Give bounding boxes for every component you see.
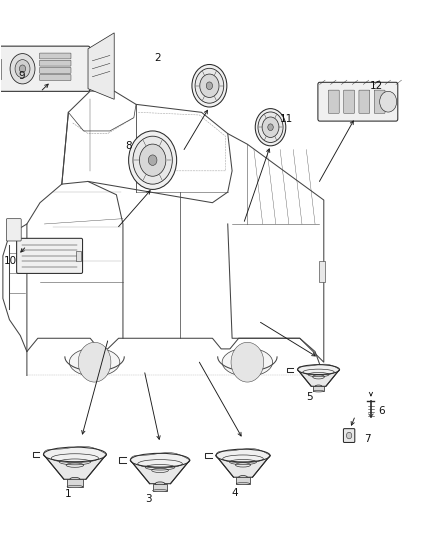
FancyBboxPatch shape: [343, 429, 355, 442]
Circle shape: [268, 124, 273, 131]
FancyBboxPatch shape: [17, 238, 82, 273]
Text: 10: 10: [4, 256, 17, 266]
Circle shape: [10, 54, 35, 84]
Circle shape: [195, 68, 224, 103]
Ellipse shape: [43, 447, 106, 462]
Circle shape: [129, 131, 177, 189]
Polygon shape: [297, 369, 339, 386]
Circle shape: [206, 82, 212, 90]
Circle shape: [380, 91, 397, 112]
Circle shape: [255, 109, 286, 146]
FancyBboxPatch shape: [318, 82, 398, 121]
Bar: [319, 261, 325, 282]
Polygon shape: [88, 33, 114, 99]
Text: 7: 7: [364, 434, 371, 445]
Text: 11: 11: [280, 114, 293, 124]
Bar: [236, 477, 250, 483]
FancyBboxPatch shape: [374, 90, 385, 114]
Bar: [67, 479, 83, 487]
Bar: [76, 251, 81, 261]
Circle shape: [346, 432, 352, 439]
Text: 2: 2: [155, 53, 161, 63]
Circle shape: [139, 144, 166, 176]
Ellipse shape: [297, 365, 339, 375]
Ellipse shape: [239, 475, 247, 479]
Polygon shape: [131, 460, 190, 484]
Circle shape: [78, 342, 111, 382]
Ellipse shape: [216, 449, 270, 462]
FancyBboxPatch shape: [7, 219, 21, 241]
FancyBboxPatch shape: [328, 90, 339, 114]
Circle shape: [200, 74, 219, 98]
Ellipse shape: [315, 385, 322, 387]
Text: 1: 1: [65, 489, 72, 499]
Ellipse shape: [155, 482, 165, 486]
Ellipse shape: [152, 489, 167, 492]
FancyBboxPatch shape: [39, 53, 71, 59]
Circle shape: [258, 112, 283, 142]
Text: 4: 4: [231, 488, 237, 498]
Circle shape: [19, 65, 26, 72]
Ellipse shape: [69, 348, 120, 376]
FancyBboxPatch shape: [39, 67, 71, 73]
Text: 12: 12: [370, 81, 383, 91]
Ellipse shape: [222, 348, 272, 376]
Ellipse shape: [313, 391, 324, 392]
Circle shape: [15, 60, 30, 78]
Ellipse shape: [70, 478, 80, 481]
Ellipse shape: [67, 486, 83, 488]
Circle shape: [148, 155, 157, 165]
FancyBboxPatch shape: [39, 75, 71, 80]
Text: 5: 5: [307, 392, 313, 402]
FancyBboxPatch shape: [0, 46, 90, 91]
Circle shape: [192, 64, 227, 107]
Polygon shape: [43, 455, 106, 479]
Text: 6: 6: [378, 406, 385, 416]
FancyBboxPatch shape: [344, 90, 354, 114]
Bar: [152, 484, 167, 491]
Text: 9: 9: [18, 71, 25, 81]
Text: 3: 3: [145, 494, 152, 504]
FancyBboxPatch shape: [39, 60, 71, 66]
Bar: [313, 386, 324, 391]
Polygon shape: [216, 456, 270, 477]
Text: 8: 8: [125, 141, 131, 151]
Circle shape: [231, 342, 264, 382]
Circle shape: [262, 117, 279, 138]
Ellipse shape: [236, 482, 250, 484]
Ellipse shape: [131, 453, 190, 467]
Bar: [0, 59, 1, 79]
Circle shape: [133, 136, 172, 184]
FancyBboxPatch shape: [359, 90, 370, 114]
